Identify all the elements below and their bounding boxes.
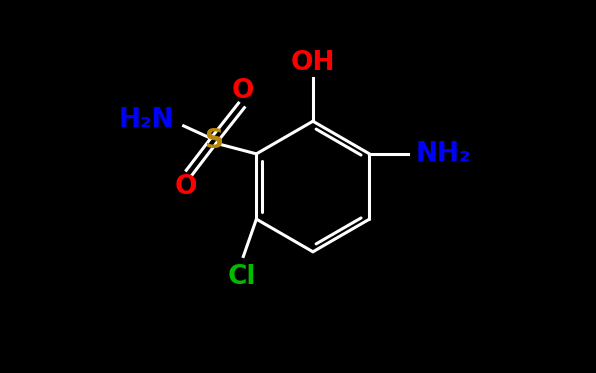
Text: O: O	[175, 174, 197, 200]
Text: H₂N: H₂N	[119, 107, 175, 133]
Text: NH₂: NH₂	[416, 141, 471, 167]
Text: O: O	[232, 78, 254, 103]
Text: S: S	[204, 128, 223, 154]
Text: Cl: Cl	[227, 264, 256, 290]
Text: OH: OH	[291, 50, 335, 76]
